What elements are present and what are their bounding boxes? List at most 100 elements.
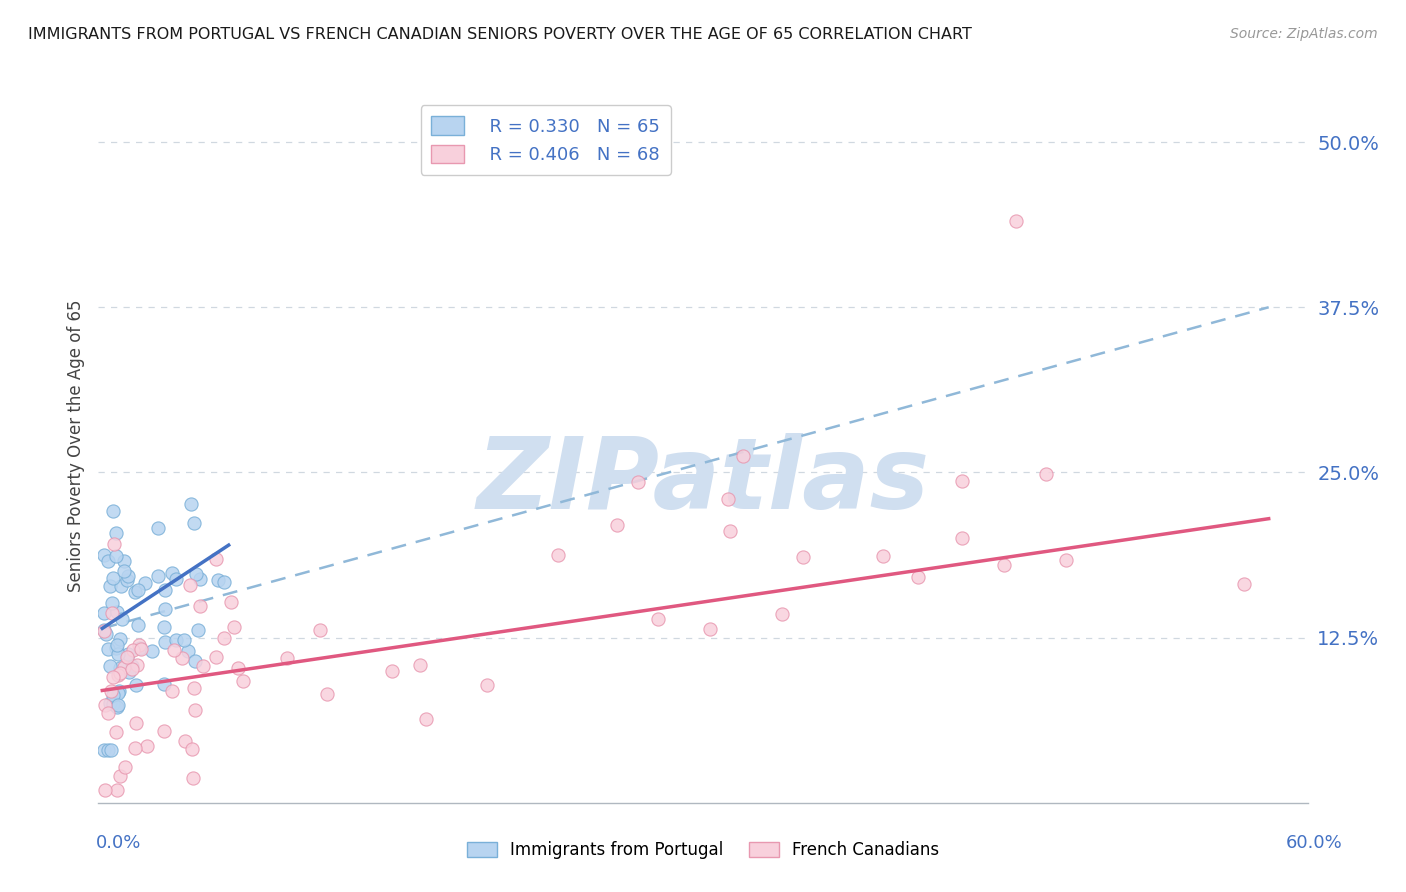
Point	[101, 670, 124, 684]
Point	[232, 673, 254, 688]
Point	[98, 579, 121, 593]
Point	[1005, 214, 1028, 228]
Point	[112, 553, 135, 567]
Point	[125, 678, 148, 692]
Point	[276, 651, 298, 665]
Point	[118, 665, 141, 679]
Point	[183, 681, 205, 696]
Point	[125, 716, 148, 731]
Point	[93, 606, 115, 620]
Point	[1054, 552, 1077, 566]
Point	[93, 624, 115, 639]
Point	[173, 632, 195, 647]
Point	[733, 449, 755, 463]
Point	[950, 474, 973, 488]
Point	[94, 698, 117, 712]
Point	[950, 531, 973, 545]
Point	[152, 723, 174, 738]
Point	[792, 549, 814, 564]
Point	[718, 524, 741, 538]
Point	[115, 650, 138, 665]
Point	[117, 573, 139, 587]
Point	[108, 769, 131, 783]
Point	[219, 595, 242, 609]
Point	[309, 623, 332, 637]
Legend: Immigrants from Portugal, French Canadians: Immigrants from Portugal, French Canadia…	[460, 835, 946, 866]
Point	[381, 664, 404, 678]
Point	[107, 668, 129, 682]
Point	[212, 574, 235, 589]
Point	[153, 583, 176, 598]
Point	[180, 498, 202, 512]
Text: 0.0%: 0.0%	[96, 834, 141, 852]
Point	[770, 607, 793, 622]
Point	[177, 644, 200, 658]
Point	[112, 660, 135, 674]
Point	[129, 641, 152, 656]
Point	[179, 578, 201, 592]
Point	[127, 617, 149, 632]
Point	[105, 526, 128, 541]
Point	[153, 635, 176, 649]
Point	[907, 570, 929, 584]
Point	[104, 641, 127, 656]
Point	[124, 585, 146, 599]
Point	[117, 647, 139, 661]
Point	[135, 739, 157, 753]
Point	[124, 740, 146, 755]
Point	[165, 572, 187, 586]
Point	[153, 602, 176, 616]
Point	[122, 643, 145, 657]
Point	[184, 654, 207, 668]
Point	[97, 642, 120, 657]
Point	[172, 650, 194, 665]
Point	[97, 554, 120, 568]
Point	[128, 638, 150, 652]
Point	[315, 687, 337, 701]
Point	[97, 743, 120, 757]
Text: IMMIGRANTS FROM PORTUGAL VS FRENCH CANADIAN SENIORS POVERTY OVER THE AGE OF 65 C: IMMIGRANTS FROM PORTUGAL VS FRENCH CANAD…	[28, 27, 972, 42]
Point	[409, 657, 432, 672]
Point	[160, 684, 183, 698]
Point	[105, 605, 128, 619]
Point	[93, 743, 115, 757]
Point	[205, 649, 228, 664]
Point	[187, 623, 209, 637]
Point	[415, 712, 437, 726]
Point	[148, 520, 170, 534]
Point	[153, 620, 176, 634]
Point	[100, 684, 122, 698]
Point	[129, 641, 152, 656]
Point	[993, 558, 1015, 573]
Point	[97, 706, 120, 720]
Point	[174, 733, 197, 747]
Point	[152, 677, 174, 691]
Point	[108, 665, 131, 680]
Point	[101, 606, 124, 620]
Point	[111, 612, 134, 626]
Point	[103, 536, 125, 550]
Point	[1233, 577, 1256, 591]
Point	[94, 627, 117, 641]
Point	[100, 743, 122, 757]
Point	[105, 549, 128, 563]
Point	[117, 569, 139, 583]
Text: Source: ZipAtlas.com: Source: ZipAtlas.com	[1230, 27, 1378, 41]
Point	[121, 658, 143, 673]
Point	[112, 564, 135, 578]
Point	[105, 725, 128, 739]
Point	[181, 742, 204, 756]
Point	[212, 631, 235, 645]
Point	[872, 549, 894, 563]
Point	[181, 771, 204, 785]
Legend:   R = 0.330   N = 65,   R = 0.406   N = 68: R = 0.330 N = 65, R = 0.406 N = 68	[420, 105, 671, 175]
Point	[141, 644, 163, 658]
Point	[188, 572, 211, 586]
Point	[191, 658, 214, 673]
Point	[110, 579, 132, 593]
Point	[184, 703, 207, 717]
Point	[162, 566, 184, 580]
Point	[101, 596, 124, 610]
Text: ZIPatlas: ZIPatlas	[477, 434, 929, 530]
Point	[699, 622, 721, 636]
